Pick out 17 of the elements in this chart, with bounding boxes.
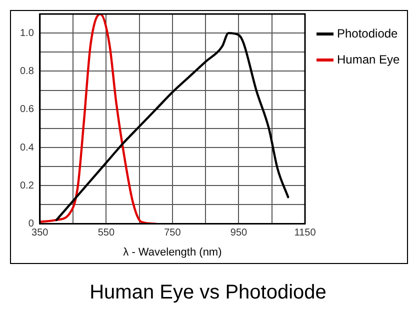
legend-label: Photodiode: [337, 26, 398, 40]
text: Human Eye vs Photodiode: [90, 282, 326, 304]
y-tick-label: 0.8: [20, 66, 34, 77]
y-tick-label: 0.2: [20, 180, 34, 192]
y-tick-label: 0: [28, 218, 34, 230]
x-axis-title: λ - Wavelength (nm): [123, 246, 222, 258]
x-tick-label: 750: [164, 228, 182, 239]
x-tick-label: 550: [98, 228, 115, 239]
x-tick-label: 950: [230, 228, 248, 239]
line-series: [55, 32, 290, 222]
y-tick-label: 0.4: [20, 142, 34, 154]
x-tick-label: 1150: [294, 228, 316, 239]
legend-label: Human Eye: [337, 52, 400, 66]
y-tick-label: 0.6: [20, 104, 34, 116]
y-tick-label: 1.0: [20, 28, 34, 39]
x-tick-label: 350: [32, 228, 49, 239]
line-series: [40, 14, 157, 224]
